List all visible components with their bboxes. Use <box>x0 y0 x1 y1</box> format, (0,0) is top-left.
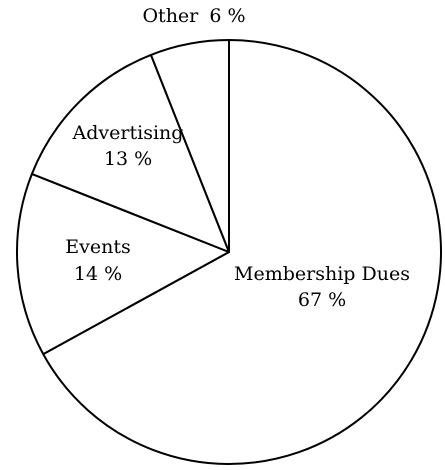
slice-label-other-name: Other <box>142 5 199 27</box>
slice-label-advertising: Advertising <box>72 122 184 144</box>
pie-slices <box>16 39 442 465</box>
pie-slice-events <box>16 172 230 356</box>
slice-value-membership-dues: 67 % <box>298 289 346 311</box>
slice-value-other: 6 % <box>209 5 245 27</box>
slice-value-events: 14 % <box>74 263 122 285</box>
slice-value-advertising: 13 % <box>104 148 152 170</box>
slice-label-membership-dues: Membership Dues <box>234 263 410 285</box>
pie-slice-other <box>149 39 230 253</box>
slice-label-events: Events <box>65 236 130 258</box>
pie-slice-advertising <box>30 53 230 253</box>
pie-slice-membership-dues <box>42 39 442 465</box>
slice-label-other: Other 6 % <box>142 5 245 27</box>
